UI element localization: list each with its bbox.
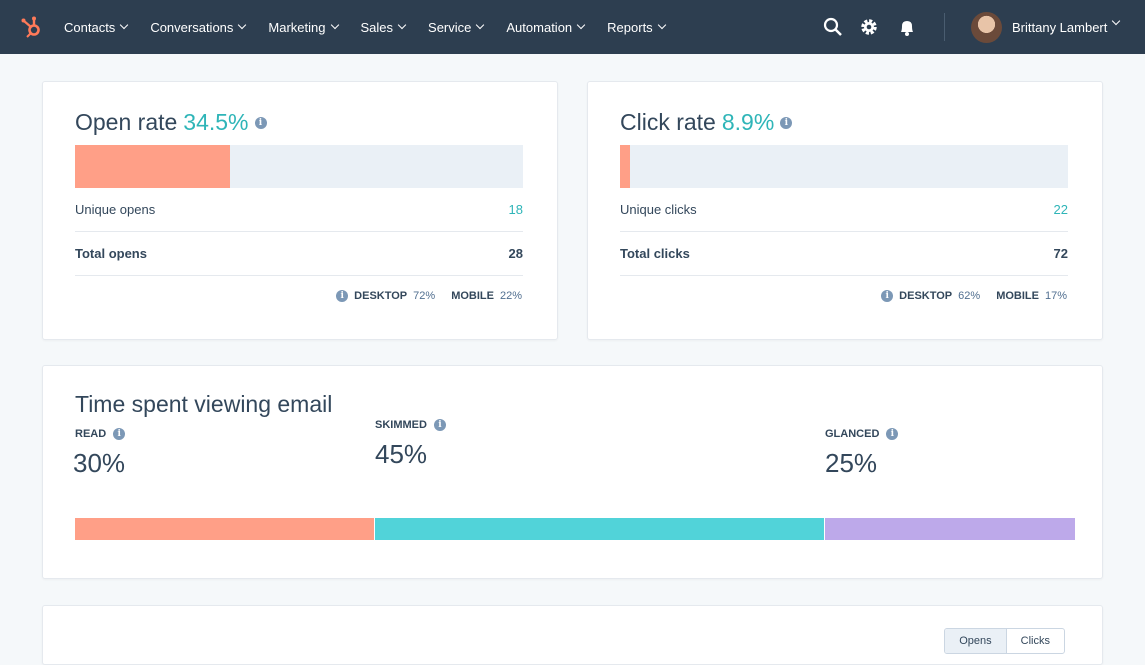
row-label: Total opens [75,246,147,261]
total-opens-row: Total opens 28 [75,232,523,276]
nav-item-automation[interactable]: Automation [506,19,586,35]
chevron-down-icon [330,20,339,30]
nav-item-contacts[interactable]: Contacts [64,19,129,35]
chevron-down-icon [238,20,247,30]
nav-label: Conversations [150,19,234,35]
info-icon[interactable]: i [254,116,267,129]
nav-label: Sales [360,19,394,35]
nav-item-marketing[interactable]: Marketing [268,19,339,35]
search-icon[interactable] [823,17,843,37]
mobile-label: MOBILE [996,290,1039,302]
desktop-label: DESKTOP [899,290,953,302]
row-value[interactable]: 22 [1053,202,1068,217]
segment-value: 30% [73,448,126,478]
segment-label: SKIMMED [375,419,427,431]
card-title: Time spent viewing email [75,391,333,417]
row-label: Unique opens [75,202,156,217]
nav-item-service[interactable]: Service [428,19,485,35]
nav-label: Automation [506,19,573,35]
nav-label: Service [428,19,472,35]
segment-bar-glanced [825,518,1075,540]
desktop-label: DESKTOP [354,290,408,302]
segment-read: READ i 30% [73,428,126,479]
segment-skimmed: SKIMMED i 45% [375,419,446,470]
mobile-value: 17% [1044,290,1067,302]
chevron-down-icon[interactable] [1111,16,1121,26]
device-breakdown: i DESKTOP 62% MOBILE 17% [881,290,1067,302]
chevron-down-icon [576,20,586,30]
time-spent-bar [75,518,1075,540]
info-icon[interactable]: i [780,116,793,129]
bell-icon[interactable] [897,17,917,37]
info-icon[interactable]: i [433,419,446,431]
segment-glanced: GLANCED i 25% [825,428,899,479]
time-spent-card: Time spent viewing email READ i 30% SKIMMED… [42,365,1103,579]
click-rate-fill [620,145,630,188]
open-rate-card: Open rate 34.5% i Unique opens 18 Total ope… [42,81,558,340]
segment-value: 45% [375,439,428,469]
info-icon[interactable]: i [336,290,349,302]
user-name[interactable]: Brittany Lambert [1012,20,1108,35]
nav-item-conversations[interactable]: Conversations [150,19,247,35]
click-rate-card: Click rate 8.9% i Unique clicks 22 Total cl… [587,81,1103,340]
desktop-value: 72% [413,290,436,302]
mobile-value: 22% [499,290,522,302]
info-icon[interactable]: i [881,290,894,302]
card-title: Open rate [75,109,178,135]
open-rate-fill [75,145,230,188]
row-value: 28 [508,246,523,261]
top-nav: Contacts Conversations Marketing Sales Servi… [0,0,1145,54]
chevron-down-icon [657,20,666,30]
segment-bar-skimmed [375,518,825,540]
click-rate-value: 8.9% [721,109,775,135]
unique-clicks-row: Unique clicks 22 [620,188,1068,232]
info-icon[interactable]: i [113,428,126,440]
nav-item-sales[interactable]: Sales [360,19,407,35]
chevron-down-icon [397,20,407,30]
total-clicks-row: Total clicks 72 [620,232,1068,276]
info-icon[interactable]: i [886,428,899,440]
mobile-label: MOBILE [451,290,494,302]
avatar[interactable] [971,12,1002,43]
row-value: 72 [1053,246,1068,261]
chevron-down-icon [476,20,485,30]
tab-opens[interactable]: Opens [945,629,1007,653]
opens-clicks-toggle: Opens Clicks [944,628,1065,654]
device-breakdown: i DESKTOP 72% MOBILE 22% [336,290,522,302]
row-label: Total clicks [620,246,690,261]
segment-label: READ [75,428,107,440]
chevron-down-icon [120,20,129,30]
engagement-card: Opens Clicks [42,605,1103,665]
open-rate-bar [75,145,523,188]
gear-icon[interactable] [859,17,879,37]
row-label: Unique clicks [620,202,697,217]
nav-label: Contacts [64,19,116,35]
segment-value: 25% [825,448,878,478]
nav-label: Reports [607,19,653,35]
click-rate-bar [620,145,1068,188]
tab-clicks[interactable]: Clicks [1020,635,1050,647]
card-title: Click rate [620,109,716,135]
desktop-value: 62% [958,290,981,302]
segment-label: GLANCED [825,428,880,440]
hubspot-logo[interactable] [20,15,44,39]
open-rate-value: 34.5% [183,109,249,135]
nav-label: Marketing [268,19,326,35]
unique-opens-row: Unique opens 18 [75,188,523,232]
row-value[interactable]: 18 [508,202,523,217]
segment-bar-read [75,518,375,540]
nav-item-reports[interactable]: Reports [607,19,666,35]
divider [944,13,945,41]
